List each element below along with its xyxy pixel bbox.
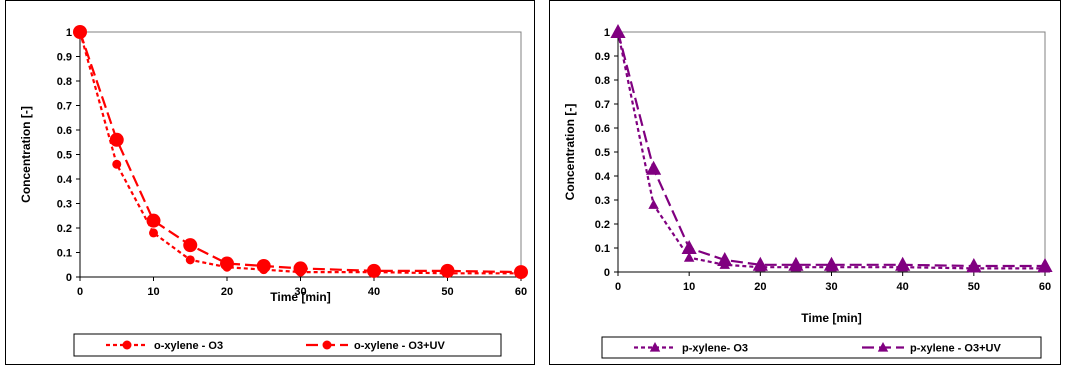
y-tick-label: 0 <box>66 272 72 284</box>
series-line <box>616 31 1045 268</box>
legend-label: p-xylene- O3 <box>682 343 748 355</box>
y-tick-label: 1 <box>604 27 610 39</box>
x-tick-label: 20 <box>221 286 233 298</box>
y-tick-label: 0.4 <box>57 174 73 186</box>
data-point <box>788 256 804 271</box>
chart-p-xylene: 00.10.20.30.40.50.60.70.80.910 10 20 30 40 50… <box>563 24 1053 359</box>
data-point <box>1037 258 1053 272</box>
x-tick-label: 0 <box>77 286 83 298</box>
y-tick-label: 0.5 <box>595 147 610 159</box>
data-point <box>610 24 626 38</box>
legend-marker <box>122 340 132 350</box>
y-tick-label: 0.7 <box>57 101 72 113</box>
chart-panel-o-xylene: 0 0.1 0.2 0.3 0.4 0.5 0.6 0.7 0.8 0.9 1 0 10 20 30 40 50… <box>5 0 535 365</box>
data-point <box>823 256 840 271</box>
data-point <box>367 263 381 278</box>
legend-label: p-xylene - O3+UV <box>910 343 1001 355</box>
data-point <box>183 238 198 253</box>
y-tick-label: 0 <box>604 267 610 279</box>
y-tick-label: 0.7 <box>595 99 610 111</box>
legend-marker <box>877 342 889 352</box>
data-point <box>717 252 733 266</box>
y-tick-label: 0.2 <box>595 219 610 231</box>
data-point <box>648 199 659 209</box>
plot-area <box>79 31 522 278</box>
data-point <box>73 25 87 39</box>
x-tick-label: 20 <box>754 281 766 293</box>
data-point <box>112 159 122 169</box>
data-point <box>514 265 528 280</box>
data-point <box>966 258 982 272</box>
data-point <box>645 160 662 175</box>
data-point <box>146 213 161 228</box>
data-point <box>681 240 697 254</box>
x-tick-label: 0 <box>615 281 621 293</box>
data-point <box>220 256 234 271</box>
x-tick-label: 60 <box>515 286 527 298</box>
y-tick-label: 0.5 <box>57 150 72 162</box>
data-point <box>149 228 158 238</box>
series-line <box>78 31 522 274</box>
y-tick-label: 0.1 <box>57 248 72 260</box>
legend-label: o-xylene - O3 <box>154 340 223 352</box>
series-line <box>616 31 1045 270</box>
y-tick-label: 0.2 <box>57 223 72 235</box>
x-tick-label: 10 <box>147 286 159 298</box>
y-axis-label: Concentration [-] <box>19 106 33 203</box>
y-axis-label: Concentration [-] <box>563 104 577 201</box>
plot-area <box>617 31 1046 273</box>
x-tick-label: 50 <box>441 286 453 298</box>
data-point <box>185 255 195 265</box>
legend-box <box>73 333 502 357</box>
y-tick-label: 0.8 <box>595 75 610 87</box>
legend-marker <box>649 342 661 352</box>
x-tick-label: 50 <box>968 281 980 293</box>
y-tick-label: 0.9 <box>57 52 72 64</box>
x-tick-label: 40 <box>897 281 909 293</box>
y-tick-label: 0.8 <box>57 76 72 88</box>
x-tick-label: 40 <box>368 286 380 298</box>
y-tick-label: 0.4 <box>595 171 611 183</box>
x-tick-label: 10 <box>683 281 695 293</box>
data-point <box>109 132 124 147</box>
y-tick-label: 0.1 <box>595 243 610 255</box>
x-axis-label: Time [min] <box>801 311 861 325</box>
y-tick-label: 0.3 <box>595 195 610 207</box>
y-tick-label: 1 <box>66 27 72 39</box>
data-point <box>256 258 271 273</box>
data-point <box>752 256 768 271</box>
y-tick-label: 0.6 <box>595 123 610 135</box>
y-tick-label: 0.3 <box>57 199 72 211</box>
x-tick-label: 30 <box>825 281 837 293</box>
y-tick-label: 0.9 <box>595 51 610 63</box>
data-point <box>683 252 695 262</box>
chart-o-xylene: 00.10.20.30.40.50.60.70.80.910 10 20 30 40 50… <box>19 25 528 357</box>
series-line <box>78 31 521 275</box>
legend-box <box>601 336 1042 359</box>
x-tick-label: 30 <box>294 286 306 298</box>
chart-panel-p-xylene: 0 0.1 0.2 0.3 0.4 0.5 0.6 0.7 0.8 0.9 1 0 10 20 30 40 50… <box>549 0 1061 365</box>
legend-marker <box>322 340 332 350</box>
y-tick-label: 0.6 <box>57 125 72 137</box>
data-point <box>895 256 911 271</box>
x-tick-label: 60 <box>1039 281 1051 293</box>
x-axis-label: Time [min] <box>270 290 330 304</box>
data-point <box>293 261 308 276</box>
legend-label: o-xylene - O3+UV <box>354 340 445 352</box>
data-point <box>440 263 455 278</box>
